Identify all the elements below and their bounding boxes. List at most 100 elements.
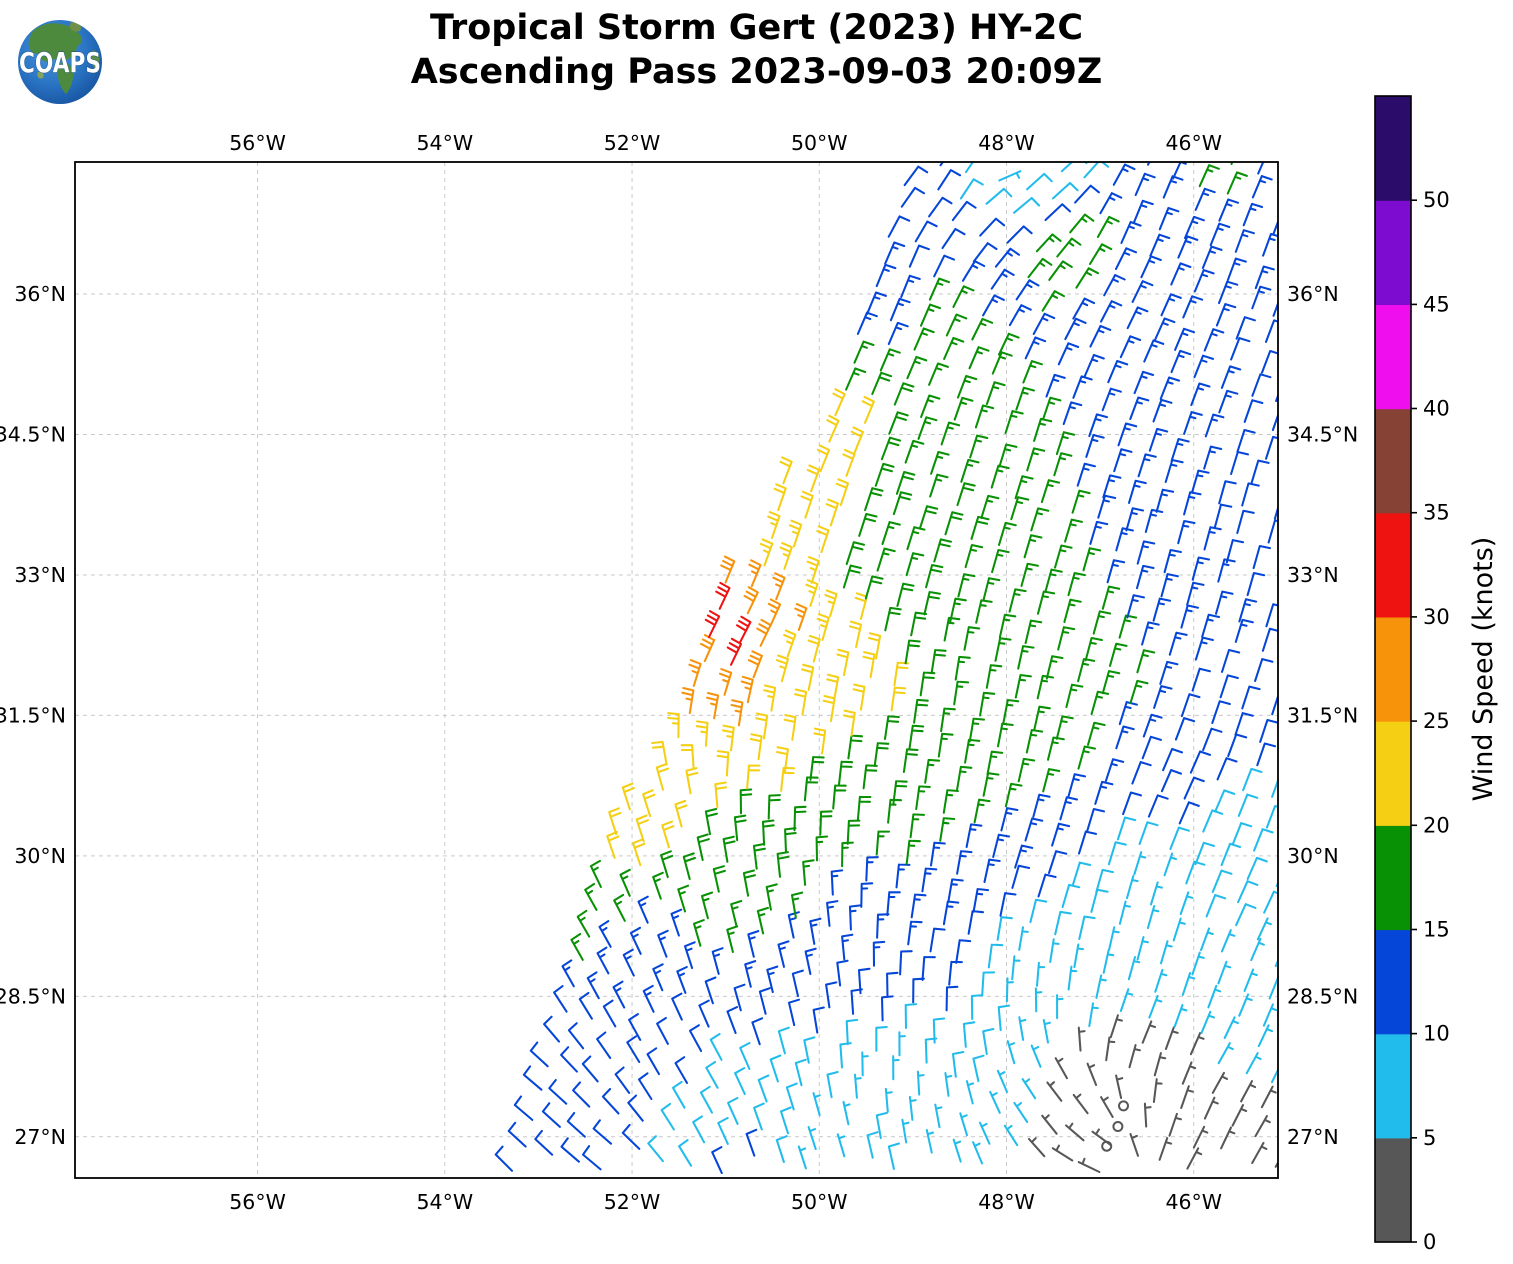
wind-barb: [866, 1131, 879, 1159]
wind-barb: [1147, 794, 1169, 818]
wind-barb: [1143, 339, 1165, 363]
wind-barb: [704, 976, 717, 1005]
wind-barb: [826, 414, 840, 443]
wind-barb: [757, 1074, 770, 1103]
wind-barb: [1260, 349, 1278, 374]
wind-barb: [978, 1121, 991, 1145]
wind-barb: [772, 572, 786, 601]
wind-barb: [816, 525, 830, 554]
lat-label-right: 31.5°N: [1287, 703, 1358, 727]
wind-barb: [845, 367, 867, 391]
wind-barb: [1036, 590, 1056, 615]
colorbar-tick-label: 45: [1423, 292, 1450, 316]
wind-barb: [671, 992, 683, 1021]
wind-barb: [1071, 861, 1092, 886]
wind-barb: [904, 639, 921, 665]
wind-barb: [802, 859, 815, 886]
wind-barb: [940, 421, 961, 446]
wind-barb: [842, 1100, 851, 1126]
wind-barb: [753, 1102, 765, 1131]
wind-barb: [793, 805, 807, 832]
wind-barb: [1083, 353, 1105, 378]
wind-barb: [1230, 162, 1234, 166]
wind-barb: [543, 1015, 561, 1043]
wind-barb: [769, 1054, 782, 1083]
wind-barb: [1004, 782, 1023, 808]
wind-barb: [1074, 184, 1100, 204]
wind-barb: [1284, 747, 1302, 769]
wind-barb: [985, 187, 1013, 205]
wind-barb: [1137, 453, 1157, 478]
wind-barb: [692, 919, 705, 947]
wind-barb: [1231, 822, 1253, 846]
wind-barb: [787, 998, 801, 1027]
colorbar-segment: [1375, 408, 1411, 514]
wind-barb: [1104, 758, 1125, 783]
wind-barb: [1135, 564, 1155, 590]
colorbar-segment: [1375, 1033, 1411, 1139]
wind-barb: [1112, 163, 1136, 186]
wind-barb: [845, 1018, 859, 1046]
wind-barb: [1186, 581, 1205, 607]
wind-barb: [968, 346, 990, 370]
wind-barb: [1235, 903, 1257, 927]
wind-barb: [1207, 984, 1222, 1009]
wind-barb: [606, 830, 620, 859]
wind-barb: [759, 538, 774, 567]
wind-barb: [893, 382, 915, 406]
wind-barb: [1030, 507, 1050, 532]
wind-barb: [948, 960, 963, 986]
wind-barb: [767, 598, 782, 627]
wind-barb: [1063, 598, 1082, 624]
wind-barb: [794, 688, 808, 716]
wind-barb: [1064, 518, 1083, 543]
wind-barb: [1160, 293, 1182, 317]
wind-barb: [981, 971, 996, 997]
wind-barb: [1010, 496, 1030, 521]
wind-barb: [1051, 1144, 1074, 1162]
wind-barb: [1129, 679, 1149, 704]
wind-barb: [1180, 693, 1201, 718]
wind-barb: [853, 340, 875, 364]
wind-barb: [1217, 280, 1239, 305]
wind-barb: [1042, 768, 1061, 793]
wind-barb: [790, 891, 804, 919]
wind-barb: [1226, 257, 1247, 282]
wind-barb: [1263, 890, 1278, 914]
wind-barb: [960, 458, 980, 483]
wind-barb: [696, 833, 710, 862]
wind-barb: [1006, 1040, 1016, 1065]
wind-barb: [1216, 757, 1238, 781]
wind-barb: [884, 606, 902, 632]
wind-barb: [842, 709, 856, 737]
wind-barb: [956, 765, 973, 791]
wind-barb: [730, 699, 744, 727]
wind-barb: [906, 355, 928, 380]
wind-barb: [1241, 482, 1260, 507]
wind-barb: [1107, 359, 1129, 384]
wind-barb: [879, 348, 901, 372]
wind-barb: [1231, 1104, 1248, 1127]
wind-barb: [990, 268, 1015, 290]
wind-barb: [800, 490, 814, 519]
wind-barb: [1122, 791, 1143, 816]
wind-barb: [677, 884, 690, 913]
wind-barb: [747, 650, 763, 679]
wind-barb: [934, 1103, 943, 1129]
wind-barb: [1160, 769, 1183, 793]
wind-barb: [1230, 450, 1250, 476]
wind-barb: [908, 244, 930, 268]
wind-barb: [998, 443, 1018, 468]
wind-barb: [853, 1073, 862, 1099]
lon-label-bottom: 48°W: [978, 1190, 1035, 1214]
wind-barb: [876, 913, 890, 939]
wind-barb: [1254, 1115, 1271, 1138]
wind-barb: [642, 984, 655, 1013]
wind-barb: [964, 738, 981, 764]
wind-barb: [860, 882, 874, 908]
wind-barb: [985, 664, 1003, 689]
wind-barb: [657, 929, 669, 958]
wind-barb: [903, 165, 929, 187]
wind-barb: [1203, 526, 1222, 551]
calm-circle: [1112, 1121, 1124, 1132]
